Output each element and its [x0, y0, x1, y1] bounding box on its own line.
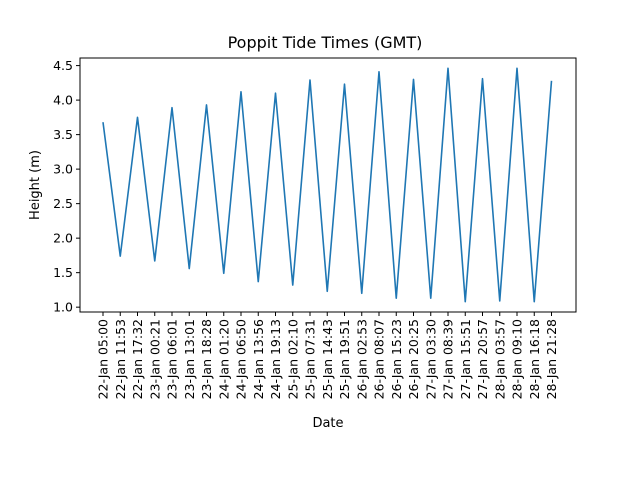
x-tick-label: 25-Jan 07:31 — [303, 319, 318, 399]
x-tick-label: 28-Jan 09:10 — [510, 319, 525, 399]
x-tick-label: 25-Jan 02:10 — [285, 319, 300, 399]
x-tick-label: 23-Jan 18:28 — [199, 319, 214, 399]
x-tick-label: 22-Jan 11:53 — [113, 319, 128, 399]
x-tick-label: 23-Jan 13:01 — [182, 319, 197, 399]
x-tick-label: 25-Jan 14:43 — [320, 319, 335, 399]
x-tick-label: 25-Jan 19:51 — [337, 319, 352, 399]
plot-area-frame — [79, 57, 577, 313]
x-tick-label: 27-Jan 03:30 — [423, 319, 438, 399]
x-tick-label: 26-Jan 02:53 — [354, 319, 369, 399]
x-axis-label: Date — [312, 416, 343, 431]
x-tick-label: 23-Jan 06:01 — [165, 319, 180, 399]
x-tick-label: 24-Jan 06:50 — [234, 319, 249, 399]
x-tick-label: 24-Jan 19:13 — [268, 319, 283, 399]
x-tick-label: 24-Jan 01:20 — [216, 319, 231, 399]
x-tick-label: 22-Jan 05:00 — [96, 319, 111, 399]
y-tick-label: 1.5 — [53, 265, 73, 280]
y-tick-label: 3.5 — [53, 127, 73, 142]
y-tick-label: 4.5 — [53, 58, 73, 73]
chart-title: Poppit Tide Times (GMT) — [228, 33, 423, 52]
x-tick-label: 24-Jan 13:56 — [251, 319, 266, 399]
y-tick-label: 4.0 — [53, 93, 73, 108]
x-tick-label: 27-Jan 08:39 — [441, 319, 456, 399]
y-axis-ticks: 1.0 1.5 2.0 2.5 3.0 3.5 4.0 4.5 — [53, 58, 80, 315]
x-tick-label: 28-Jan 16:18 — [527, 319, 542, 399]
x-tick-label: 28-Jan 21:28 — [544, 319, 559, 399]
x-axis-ticks: 22-Jan 05:00 22-Jan 11:53 22-Jan 17:32 23-J… — [96, 312, 559, 399]
y-axis-label: Height (m) — [28, 150, 43, 220]
x-tick-label: 22-Jan 17:32 — [130, 319, 145, 399]
x-tick-label: 26-Jan 08:07 — [372, 319, 387, 399]
y-tick-label: 2.5 — [53, 196, 73, 211]
x-tick-label: 26-Jan 15:23 — [389, 319, 404, 399]
tide-height-line — [102, 67, 553, 303]
x-tick-label: 27-Jan 15:51 — [458, 319, 473, 399]
y-tick-label: 2.0 — [53, 231, 73, 246]
y-tick-label: 1.0 — [53, 300, 73, 315]
y-tick-label: 3.0 — [53, 162, 73, 177]
x-tick-label: 27-Jan 20:57 — [475, 319, 490, 399]
x-tick-label: 26-Jan 20:25 — [406, 319, 421, 399]
x-tick-label: 28-Jan 03:57 — [492, 319, 507, 399]
x-tick-label: 23-Jan 00:21 — [147, 319, 162, 399]
